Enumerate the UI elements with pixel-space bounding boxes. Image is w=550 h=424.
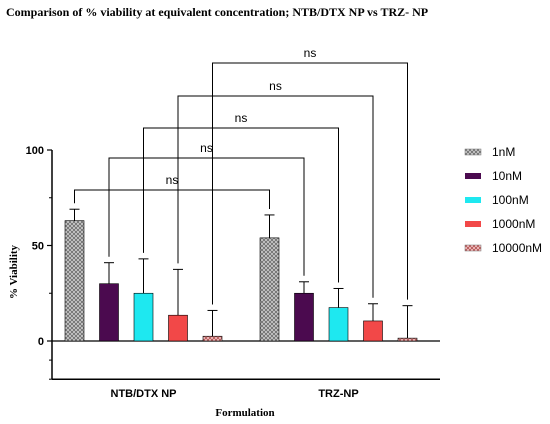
plot-area: 0 50 100 NTB/DTX NP TRZ-NP ns ns ns ns ns xyxy=(26,46,440,400)
bar-10000nM-NTB/DTX NP xyxy=(202,335,223,342)
significance-bracket xyxy=(108,157,305,276)
bar-10nM-NTB/DTX NP xyxy=(99,283,119,342)
y-tick-label: 50 xyxy=(32,241,44,253)
bar-10nM-TRZ-NP xyxy=(294,292,314,342)
bar-1000nM-TRZ-NP xyxy=(363,320,383,342)
legend-swatch-10nM xyxy=(465,173,481,179)
bar-1nM-NTB/DTX NP xyxy=(64,220,85,342)
bar-1000nM-NTB/DTX NP xyxy=(168,314,188,342)
significance-label: ns xyxy=(166,173,179,187)
legend-label-100nM: 100nM xyxy=(492,193,529,207)
bar-1nM-TRZ-NP xyxy=(259,237,280,342)
bar-100nM-NTB/DTX NP xyxy=(133,292,154,342)
y-axis-label: % Viability xyxy=(8,244,20,299)
significance-label: ns xyxy=(200,141,213,155)
bar-10000nM-TRZ-NP xyxy=(397,337,418,342)
legend: 1nM 10nM 100nM 1000nM 10000nM xyxy=(464,145,542,255)
legend-label-1000nM: 1000nM xyxy=(492,217,535,231)
legend-swatch-1nM xyxy=(464,148,482,156)
significance-bracket xyxy=(74,189,270,209)
significance-bracket xyxy=(177,95,374,298)
significance-label: ns xyxy=(269,79,282,93)
legend-label-10nM: 10nM xyxy=(492,169,522,183)
y-tick-label: 100 xyxy=(26,145,44,157)
significance-label: ns xyxy=(235,111,248,125)
legend-swatch-10000nM xyxy=(464,244,482,252)
legend-swatch-1000nM xyxy=(465,221,481,227)
significance-label: ns xyxy=(304,46,317,60)
significance-bracket xyxy=(143,127,339,283)
legend-swatch-100nM xyxy=(465,197,481,203)
legend-label-1nM: 1nM xyxy=(492,145,515,159)
x-axis-label: Formulation xyxy=(215,407,274,419)
bar-100nM-TRZ-NP xyxy=(328,307,349,342)
x-tick-label: TRZ-NP xyxy=(318,388,358,400)
x-tick-label: NTB/DTX NP xyxy=(111,388,177,400)
y-tick-label: 0 xyxy=(38,336,44,348)
significance-bracket xyxy=(212,62,408,305)
chart-title: Comparison of % viability at equivalent … xyxy=(6,5,428,19)
legend-label-10000nM: 10000nM xyxy=(492,241,542,255)
